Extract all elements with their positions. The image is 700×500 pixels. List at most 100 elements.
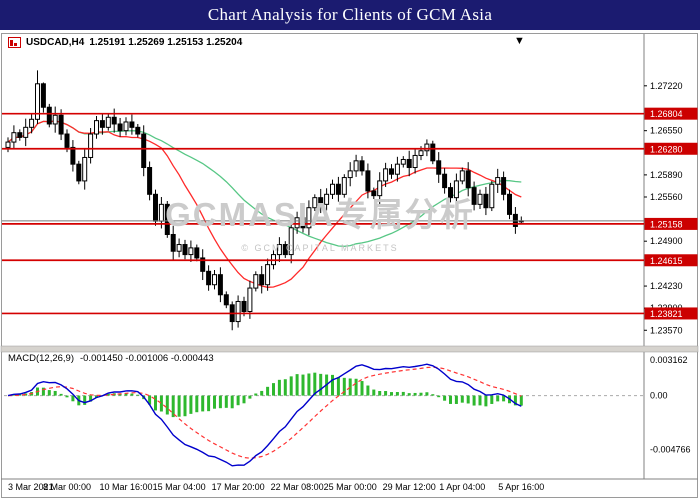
candle-body [501,177,507,195]
price-badge [644,217,698,230]
candle-body [194,247,200,259]
candle-body [495,177,501,185]
price-badge [644,142,698,155]
candle-body [164,203,170,235]
candle-body [11,132,17,143]
candle-body [430,143,436,162]
candle-body [394,163,400,175]
price-badge-label: 1.23821 [650,309,683,319]
ma-slow-line [7,120,522,247]
candle-body [212,274,217,286]
chart-window-border [1,33,698,498]
candle-body [418,150,424,156]
time-axis-label: 15 Mar 04:00 [153,482,206,492]
candle-body [105,116,111,128]
symbol-row: USDCAD,H4 1.25191 1.25269 1.25153 1.2520… [8,37,242,48]
watermark-copyright: © GCM CAPITAL MARKETS [241,243,399,253]
candle-body [424,143,430,152]
price-badge-label: 1.26280 [650,144,683,154]
time-axis-label: 22 Mar 08:00 [271,482,324,492]
candle-body [412,154,418,169]
macd-main-line [7,363,522,467]
candle-body [276,244,282,256]
candle-body [265,264,271,286]
watermark-brand: GCMASIA专属分析 [165,196,475,233]
candle-body [64,133,70,148]
time-axis-label: 10 Mar 16:00 [99,482,152,492]
candle-body [176,244,182,252]
candle-body [17,132,23,138]
candle-body [235,300,241,323]
price-axis-tick: 1.26550 [650,126,683,136]
candle-body [241,300,247,313]
candle-body [70,146,76,165]
candle-body [453,180,459,199]
candle-body [253,274,259,289]
panel-separator[interactable] [0,345,699,353]
candle-body [259,274,265,286]
candle-body [324,193,330,205]
candle-body [123,121,129,132]
macd-axis-tick: 0.003162 [650,355,688,365]
time-axis-label: 1 Apr 04:00 [439,482,485,492]
candle-body [46,106,52,125]
ma-fast-line [7,120,522,288]
candle-body [371,190,377,197]
candle-body [365,170,371,192]
candle-body [82,156,88,182]
candle-body [465,170,471,189]
candle-body [318,197,324,205]
candle-body [141,133,147,169]
candle-body [389,168,394,175]
macd-name: MACD(12,26,9) [8,353,74,364]
chart-frame: GCMASIA专属分析 © GCM CAPITAL MARKETS 1.2722… [0,30,700,500]
candle-body [436,160,442,175]
chevron-down-icon[interactable]: ▼ [514,35,525,47]
candle-body [35,83,40,120]
macd-indicator-label: MACD(12,26,9) -0.001450 -0.001006 -0.0004… [8,353,214,364]
price-badge [644,307,698,320]
price-axis-tick: 1.23570 [650,325,683,335]
candle-body [507,193,512,215]
candle-body [383,168,389,182]
candle-body [129,121,135,128]
candle-body [294,217,300,229]
candle-body [400,158,406,165]
price-badge [644,107,698,120]
price-axis-tick: 1.24230 [650,281,683,291]
candle-body [471,187,477,205]
title-bar: Chart Analysis for Clients of GCM Asia [0,0,700,30]
candle-body [377,180,383,197]
chart-canvas[interactable]: 1.27220 1.26550 1.25890 1.25560 1.24900 1.242… [0,30,700,500]
time-axis-label: 3 Mar 2021 [8,482,54,492]
candle-body [477,193,483,205]
candle-body [483,193,489,209]
candle-body [76,163,82,182]
candle-body [23,126,29,138]
time-axis-label: 8 Mar 00:00 [43,482,91,492]
candle-body [29,118,35,128]
watermark: GCMASIA专属分析 © GCM CAPITAL MARKETS [100,188,540,253]
candle-body [288,227,294,256]
candle-body [312,197,318,209]
macd-signal-line [7,366,522,459]
price-badge-label: 1.25158 [650,219,683,229]
symbol-label: USDCAD,H4 [26,37,85,48]
candle-body [300,217,306,229]
macd-values: -0.001450 -0.001006 -0.000443 [80,353,214,364]
price-axis-tick: 1.25890 [650,170,683,180]
candle-body [489,183,495,209]
macd-axis-tick: -0.004766 [650,445,691,455]
price-axis-tick: 1.24900 [650,236,683,246]
candle-body [247,287,253,313]
price-badge-label: 1.24615 [650,256,683,266]
candle-body [94,120,99,135]
price-axis-tick: 1.27220 [650,81,683,91]
candle-body [306,207,312,229]
candle-body [58,114,64,135]
macd-axis-tick: 0.00 [650,391,668,401]
ohlc-values: 1.25191 1.25269 1.25153 1.25204 [89,37,243,48]
candle-body [459,170,465,182]
price-badge [644,254,698,267]
